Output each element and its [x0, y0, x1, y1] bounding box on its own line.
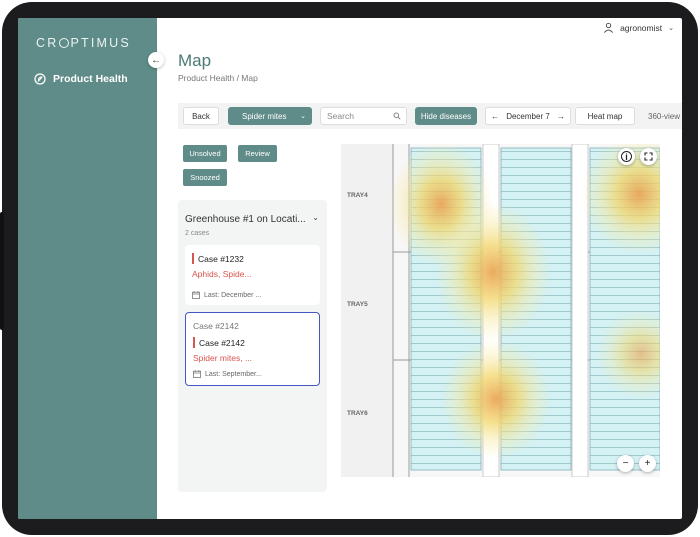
zoom-in-button[interactable]: +	[639, 455, 656, 472]
case-title-row: Case #1232	[192, 253, 244, 264]
case-count: 2 cases	[185, 230, 210, 237]
search-input[interactable]: Search	[320, 107, 407, 125]
heat-spot	[441, 339, 551, 459]
leaf-icon	[34, 73, 46, 85]
user-name: agronomist	[620, 22, 663, 33]
case-card[interactable]: Case #1232 Aphids, Spide... Last: Decemb…	[185, 245, 320, 305]
map-toolbar: Back Spider mites ⌄ Search Hide diseases…	[178, 103, 682, 129]
severity-bar	[193, 337, 195, 348]
heat-spot	[596, 309, 660, 399]
search-icon	[393, 112, 401, 120]
tray-label: TRAY4	[347, 192, 368, 199]
tablet-side-button	[0, 212, 4, 330]
cases-panel: Greenhouse #1 on Locati... ⌄ 2 cases Cas…	[178, 200, 327, 492]
search-placeholder: Search	[327, 111, 354, 121]
zoom-out-button[interactable]: −	[617, 455, 634, 472]
filter-chip-unsolved[interactable]: Unsolved	[183, 145, 227, 162]
sidebar: CR PTIMUS Product Health	[18, 18, 157, 519]
greenhouse-heat-map[interactable]: TRAY4 TRAY5 TRAY6 i − +	[341, 144, 660, 477]
heat-spot	[435, 202, 551, 342]
date-picker[interactable]: ← December 7 →	[485, 107, 571, 125]
date-label: December 7	[506, 111, 550, 121]
filter-chip-review[interactable]: Review	[238, 145, 277, 162]
sidebar-item-product-health[interactable]: Product Health	[34, 73, 128, 85]
case-pests: Spider mites, ...	[193, 353, 253, 363]
arrow-left-icon: ←	[151, 54, 161, 66]
case-date-row: Last: September...	[193, 370, 262, 378]
chevron-down-icon: ⌄	[668, 24, 674, 32]
case-date: Last: September...	[205, 370, 262, 378]
expand-icon	[644, 152, 653, 161]
calendar-icon	[193, 370, 201, 378]
heat-spot	[581, 144, 660, 254]
case-title: Case #2142	[199, 337, 245, 348]
info-icon: i	[621, 151, 632, 162]
heat-map-tab[interactable]: Heat map	[575, 107, 635, 125]
case-subtitle: Case #2142	[193, 321, 239, 331]
severity-bar	[192, 253, 194, 264]
tray-label: TRAY5	[347, 301, 368, 308]
app-logo: CR PTIMUS	[36, 36, 131, 50]
case-pests: Aphids, Spide...	[192, 269, 252, 279]
app-screen: CR PTIMUS Product Health ← agronomist ⌄ M…	[18, 18, 682, 519]
collapse-sidebar-button[interactable]: ←	[148, 52, 164, 68]
view-360-tab[interactable]: 360-view	[648, 111, 681, 121]
tray-label: TRAY6	[347, 410, 368, 417]
filter-chip-snoozed[interactable]: Snoozed	[183, 169, 227, 186]
case-date-row: Last: December ...	[192, 291, 261, 299]
minus-icon: −	[622, 458, 629, 469]
plus-icon: +	[644, 458, 651, 469]
fullscreen-button[interactable]	[640, 148, 657, 165]
user-menu[interactable]: agronomist ⌄	[603, 22, 674, 33]
pest-filter-select[interactable]: Spider mites ⌄	[228, 107, 312, 125]
case-date: Last: December ...	[204, 291, 262, 299]
case-title: Case #1232	[198, 253, 244, 264]
pest-filter-value: Spider mites	[242, 111, 287, 121]
prev-date-arrow-icon[interactable]: ←	[491, 111, 499, 121]
case-card-selected[interactable]: Case #2142 Case #2142 Spider mites, ... …	[185, 312, 320, 386]
page-title: Map	[178, 51, 212, 70]
info-button[interactable]: i	[618, 148, 635, 165]
next-date-arrow-icon[interactable]: →	[556, 111, 565, 121]
case-title-row: Case #2142	[193, 337, 245, 348]
calendar-icon	[192, 291, 200, 299]
sidebar-item-label: Product Health	[53, 73, 128, 85]
breadcrumb: Product Health / Map	[178, 73, 258, 83]
chevron-down-icon[interactable]: ⌄	[312, 213, 319, 222]
chevron-down-icon: ⌄	[300, 113, 306, 120]
user-icon	[604, 22, 614, 33]
greenhouse-map-canvas	[389, 144, 660, 477]
greenhouse-title[interactable]: Greenhouse #1 on Locati...	[185, 214, 305, 225]
back-button[interactable]: Back	[183, 107, 219, 125]
hide-diseases-button[interactable]: Hide diseases	[415, 107, 477, 125]
